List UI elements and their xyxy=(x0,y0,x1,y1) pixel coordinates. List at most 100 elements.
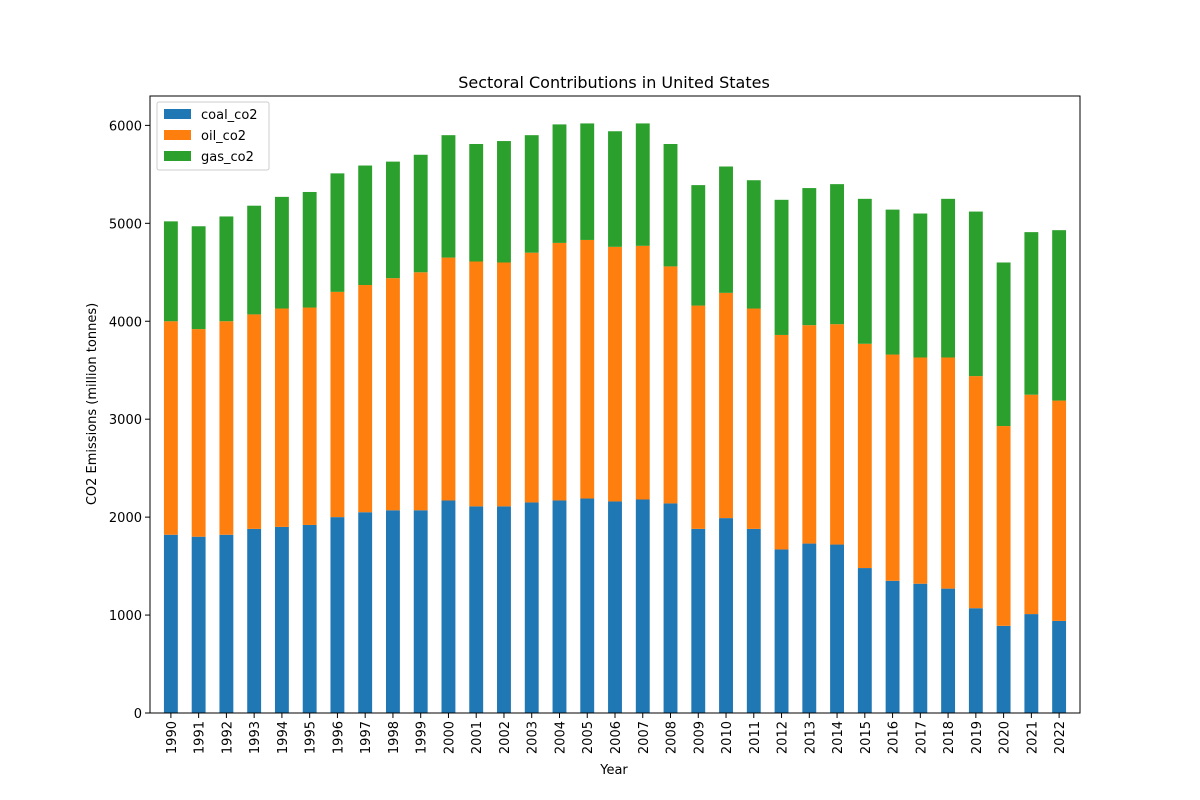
bar-gas_co2-2003 xyxy=(524,135,539,253)
x-tick-label: 2001 xyxy=(470,721,485,754)
x-tick-label: 2016 xyxy=(887,721,902,754)
bar-oil_co2-2020 xyxy=(996,426,1011,626)
bar-oil_co2-1998 xyxy=(386,278,400,511)
x-tick-label: 1990 xyxy=(165,721,180,754)
bar-coal_co2-2015 xyxy=(857,568,872,713)
legend-label-oil_co2: oil_co2 xyxy=(201,129,246,144)
x-tick-label: 1996 xyxy=(331,721,346,754)
x-tick-label: 1992 xyxy=(220,721,235,754)
bar-oil_co2-2009 xyxy=(691,305,706,529)
bar-oil_co2-2005 xyxy=(580,239,595,499)
bar-coal_co2-2019 xyxy=(968,608,983,713)
x-tick-label: 2008 xyxy=(665,721,680,754)
legend: coal_co2 oil_co2 gas_co2 xyxy=(156,101,270,171)
x-tick-label: 2015 xyxy=(859,721,874,754)
bar-gas_co2-1992 xyxy=(219,216,234,322)
bar-oil_co2-1996 xyxy=(330,291,345,518)
x-tick-label: 2020 xyxy=(998,721,1013,754)
bar-gas_co2-2010 xyxy=(719,166,733,293)
bar-oil_co2-2016 xyxy=(885,354,900,581)
x-tick-label: 2012 xyxy=(776,721,791,754)
bar-oil_co2-2019 xyxy=(968,376,983,609)
bar-gas_co2-2017 xyxy=(913,213,928,358)
bar-coal_co2-2005 xyxy=(580,498,595,713)
bar-oil_co2-2002 xyxy=(497,262,511,507)
bar-oil_co2-2021 xyxy=(1024,394,1039,615)
y-tick-label: 2000 xyxy=(109,511,142,526)
bar-oil_co2-2008 xyxy=(663,266,678,504)
bar-oil_co2-2011 xyxy=(746,308,761,529)
bar-oil_co2-2017 xyxy=(913,357,928,584)
bar-gas_co2-1994 xyxy=(274,196,289,309)
bar-gas_co2-1996 xyxy=(330,173,345,292)
bar-gas_co2-1999 xyxy=(413,154,428,273)
bar-coal_co2-2020 xyxy=(996,625,1011,713)
y-tick-label: 0 xyxy=(134,707,142,722)
bar-gas_co2-2007 xyxy=(635,123,650,246)
x-tick-label: 1991 xyxy=(193,721,208,754)
x-tick-label: 1993 xyxy=(248,721,263,754)
legend-swatch-oil_co2 xyxy=(164,130,191,140)
bar-coal_co2-2004 xyxy=(552,500,567,713)
bar-coal_co2-1992 xyxy=(219,534,234,713)
bar-gas_co2-1998 xyxy=(386,161,400,279)
bar-gas_co2-2008 xyxy=(663,143,678,267)
bar-coal_co2-2010 xyxy=(719,518,733,713)
bar-coal_co2-2009 xyxy=(691,528,706,713)
x-tick-label: 2005 xyxy=(581,721,596,754)
bar-oil_co2-2001 xyxy=(469,261,484,507)
x-tick-label: 2003 xyxy=(526,721,541,754)
bar-gas_co2-2015 xyxy=(857,198,872,344)
bar-oil_co2-2012 xyxy=(774,334,789,550)
legend-label-coal_co2: coal_co2 xyxy=(201,108,258,123)
x-tick-label: 2014 xyxy=(831,721,846,754)
bar-coal_co2-2011 xyxy=(746,528,761,713)
bar-gas_co2-2014 xyxy=(830,184,844,325)
x-tick-label: 2011 xyxy=(748,721,763,754)
bar-oil_co2-1994 xyxy=(274,308,289,527)
legend-swatch-coal_co2 xyxy=(164,109,191,119)
legend-swatch-gas_co2 xyxy=(164,151,191,161)
bar-oil_co2-1997 xyxy=(358,285,373,513)
x-tick-label: 2002 xyxy=(498,721,513,754)
bar-coal_co2-2012 xyxy=(774,549,789,713)
bar-oil_co2-2003 xyxy=(524,252,539,503)
x-tick-label: 2019 xyxy=(970,721,985,754)
bar-gas_co2-2020 xyxy=(996,262,1011,427)
bar-gas_co2-1991 xyxy=(191,226,206,330)
bar-coal_co2-2013 xyxy=(802,543,817,713)
bar-gas_co2-2011 xyxy=(746,180,761,309)
bar-coal_co2-2022 xyxy=(1052,620,1067,713)
bar-gas_co2-1993 xyxy=(247,205,262,315)
bar-oil_co2-1999 xyxy=(413,272,428,511)
x-axis-title: Year xyxy=(599,763,628,778)
bar-coal_co2-1995 xyxy=(302,524,317,713)
x-tick-label: 2010 xyxy=(720,721,735,754)
x-tick-label: 2022 xyxy=(1053,721,1068,754)
bar-coal_co2-1999 xyxy=(413,510,428,713)
bar-oil_co2-2022 xyxy=(1052,400,1067,621)
bar-oil_co2-2013 xyxy=(802,325,817,544)
x-axis-ticks: 1990 1991 1992 1993 1994 1995 1996 1997 1998 1999… xyxy=(165,713,1068,754)
bar-oil_co2-1993 xyxy=(247,314,262,529)
bar-coal_co2-2008 xyxy=(663,503,678,713)
bar-coal_co2-1997 xyxy=(358,512,373,713)
bar-coal_co2-2001 xyxy=(469,506,484,713)
bar-coal_co2-2021 xyxy=(1024,614,1039,713)
bar-coal_co2-1996 xyxy=(330,517,345,713)
bar-oil_co2-1995 xyxy=(302,307,317,525)
bar-oil_co2-1990 xyxy=(163,321,178,535)
y-tick-label: 1000 xyxy=(109,609,142,624)
bar-gas_co2-2009 xyxy=(691,185,706,306)
x-tick-label: 1999 xyxy=(415,721,430,754)
bars-layer xyxy=(163,123,1067,713)
bar-coal_co2-2018 xyxy=(941,588,956,713)
bar-oil_co2-2004 xyxy=(552,242,567,501)
bar-oil_co2-1992 xyxy=(219,321,234,535)
y-axis-ticks: 0 1000 2000 3000 4000 5000 6000 xyxy=(109,119,150,722)
y-tick-label: 4000 xyxy=(109,315,142,330)
bar-gas_co2-2006 xyxy=(608,131,622,247)
bar-oil_co2-2006 xyxy=(608,246,622,502)
x-tick-label: 2000 xyxy=(442,721,457,754)
